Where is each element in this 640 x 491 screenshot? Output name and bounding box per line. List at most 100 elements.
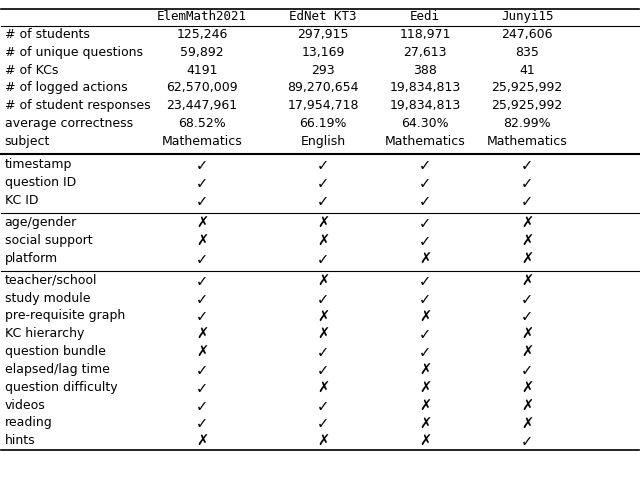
Text: ✗: ✗	[419, 251, 431, 267]
Text: ✓: ✓	[196, 292, 208, 307]
Text: EdNet KT3: EdNet KT3	[289, 10, 357, 23]
Text: ✗: ✗	[317, 234, 330, 249]
Text: ✗: ✗	[317, 309, 330, 325]
Text: elapsed/lag time: elapsed/lag time	[4, 363, 109, 376]
Text: ✓: ✓	[521, 176, 533, 191]
Text: ✗: ✗	[419, 309, 431, 325]
Text: # of unique questions: # of unique questions	[4, 46, 143, 59]
Text: 293: 293	[312, 64, 335, 77]
Text: ✗: ✗	[196, 234, 208, 249]
Text: ✗: ✗	[419, 381, 431, 396]
Text: ✓: ✓	[317, 176, 330, 191]
Text: ✗: ✗	[521, 381, 533, 396]
Text: KC ID: KC ID	[4, 194, 38, 207]
Text: ✗: ✗	[196, 434, 208, 449]
Text: ✗: ✗	[419, 363, 431, 378]
Text: 297,915: 297,915	[298, 28, 349, 41]
Text: ✓: ✓	[196, 176, 208, 191]
Text: ✓: ✓	[419, 327, 431, 342]
Text: ✓: ✓	[317, 416, 330, 432]
Text: ✓: ✓	[521, 194, 533, 209]
Text: average correctness: average correctness	[4, 117, 132, 130]
Text: 19,834,813: 19,834,813	[390, 82, 461, 94]
Text: ✗: ✗	[419, 416, 431, 432]
Text: ✓: ✓	[317, 363, 330, 378]
Text: ✗: ✗	[521, 251, 533, 267]
Text: ✓: ✓	[419, 216, 431, 231]
Text: Junyi15: Junyi15	[501, 10, 554, 23]
Text: 59,892: 59,892	[180, 46, 224, 59]
Text: ✗: ✗	[317, 216, 330, 231]
Text: Eedi: Eedi	[410, 10, 440, 23]
Text: ✗: ✗	[196, 327, 208, 342]
Text: 13,169: 13,169	[301, 46, 345, 59]
Text: ✗: ✗	[521, 399, 533, 413]
Text: 835: 835	[515, 46, 539, 59]
Text: ✓: ✓	[419, 292, 431, 307]
Text: 118,971: 118,971	[399, 28, 451, 41]
Text: hints: hints	[4, 434, 35, 447]
Text: ✓: ✓	[317, 399, 330, 413]
Text: ✓: ✓	[196, 416, 208, 432]
Text: ✗: ✗	[521, 416, 533, 432]
Text: ✓: ✓	[419, 274, 431, 289]
Text: ✓: ✓	[317, 158, 330, 173]
Text: ✗: ✗	[317, 434, 330, 449]
Text: ElemMath2021: ElemMath2021	[157, 10, 247, 23]
Text: platform: platform	[4, 251, 58, 265]
Text: ✓: ✓	[419, 234, 431, 249]
Text: reading: reading	[4, 416, 52, 429]
Text: ✓: ✓	[196, 158, 208, 173]
Text: ✓: ✓	[521, 363, 533, 378]
Text: ✓: ✓	[317, 251, 330, 267]
Text: ✓: ✓	[196, 274, 208, 289]
Text: ✗: ✗	[521, 274, 533, 289]
Text: ✓: ✓	[196, 194, 208, 209]
Text: 19,834,813: 19,834,813	[390, 99, 461, 112]
Text: 27,613: 27,613	[403, 46, 447, 59]
Text: ✓: ✓	[317, 345, 330, 360]
Text: question bundle: question bundle	[4, 345, 106, 358]
Text: Mathematics: Mathematics	[385, 135, 465, 148]
Text: 125,246: 125,246	[177, 28, 228, 41]
Text: ✗: ✗	[521, 234, 533, 249]
Text: 68.52%: 68.52%	[178, 117, 226, 130]
Text: age/gender: age/gender	[4, 216, 77, 229]
Text: ✓: ✓	[196, 251, 208, 267]
Text: 23,447,961: 23,447,961	[166, 99, 237, 112]
Text: study module: study module	[4, 292, 90, 304]
Text: 66.19%: 66.19%	[300, 117, 347, 130]
Text: ✓: ✓	[196, 309, 208, 325]
Text: ✗: ✗	[317, 381, 330, 396]
Text: ✓: ✓	[521, 158, 533, 173]
Text: Mathematics: Mathematics	[162, 135, 243, 148]
Text: ✓: ✓	[317, 194, 330, 209]
Text: # of students: # of students	[4, 28, 90, 41]
Text: 4191: 4191	[186, 64, 218, 77]
Text: ✗: ✗	[196, 216, 208, 231]
Text: ✗: ✗	[521, 216, 533, 231]
Text: timestamp: timestamp	[4, 158, 72, 171]
Text: ✗: ✗	[317, 327, 330, 342]
Text: ✗: ✗	[419, 434, 431, 449]
Text: subject: subject	[4, 135, 50, 148]
Text: # of student responses: # of student responses	[4, 99, 150, 112]
Text: videos: videos	[4, 399, 45, 411]
Text: 62,570,009: 62,570,009	[166, 82, 238, 94]
Text: 388: 388	[413, 64, 437, 77]
Text: 25,925,992: 25,925,992	[492, 82, 563, 94]
Text: 17,954,718: 17,954,718	[287, 99, 359, 112]
Text: 82.99%: 82.99%	[503, 117, 551, 130]
Text: ✗: ✗	[419, 399, 431, 413]
Text: ✗: ✗	[521, 345, 533, 360]
Text: 25,925,992: 25,925,992	[492, 99, 563, 112]
Text: ✓: ✓	[521, 434, 533, 449]
Text: teacher/school: teacher/school	[4, 274, 97, 287]
Text: ✗: ✗	[317, 274, 330, 289]
Text: KC hierarchy: KC hierarchy	[4, 327, 84, 340]
Text: social support: social support	[4, 234, 92, 247]
Text: English: English	[301, 135, 346, 148]
Text: ✓: ✓	[196, 399, 208, 413]
Text: ✓: ✓	[419, 158, 431, 173]
Text: 64.30%: 64.30%	[401, 117, 449, 130]
